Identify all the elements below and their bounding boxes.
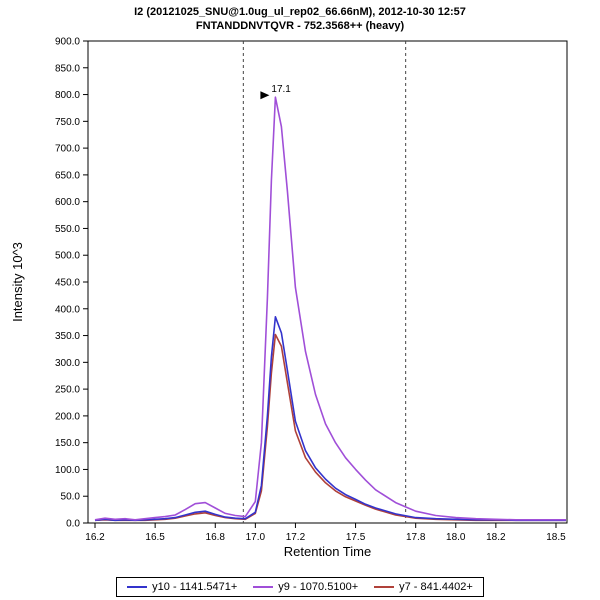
y-tick-label: 800.0 (55, 90, 80, 101)
legend-row: y10 - 1141.5471+ y9 - 1070.5100+ y7 - 841.… (0, 577, 600, 597)
legend-line-swatch (127, 586, 148, 588)
series-trace-y7 (94, 333, 566, 522)
legend-item[interactable]: y9 - 1070.5100+ (253, 581, 358, 593)
x-tick-label: 17.2 (286, 532, 306, 543)
series-trace-y9 (94, 96, 566, 521)
y-tick-label: 350.0 (55, 331, 80, 342)
y-tick-label: 700.0 (55, 144, 80, 155)
y-tick-label: 550.0 (55, 224, 80, 235)
x-tick-label: 17.0 (246, 532, 266, 543)
y-tick-label: 0.0 (66, 519, 80, 530)
legend-label: y9 - 1070.5100+ (278, 581, 359, 593)
plot-border (87, 40, 568, 524)
legend: y10 - 1141.5471+ y9 - 1070.5100+ y7 - 841.… (116, 577, 484, 597)
y-tick-label: 300.0 (55, 358, 80, 369)
legend-item[interactable]: y7 - 841.4402+ (374, 581, 473, 593)
x-tick-label: 18.0 (446, 532, 466, 543)
x-tick-label: 16.2 (85, 532, 105, 543)
peak-rt-label: 17.1 (271, 84, 291, 95)
y-tick-label: 600.0 (55, 197, 80, 208)
y-tick-label: 250.0 (55, 385, 80, 396)
y-tick-label: 100.0 (55, 465, 80, 476)
y-tick-label: 650.0 (55, 170, 80, 181)
x-tick-label: 17.5 (346, 532, 366, 543)
y-tick-label: 150.0 (55, 438, 80, 449)
legend-label: y7 - 841.4402+ (399, 581, 473, 593)
y-tick-label: 900.0 (55, 37, 80, 48)
y-tick-label: 450.0 (55, 278, 80, 289)
y-tick-label: 50.0 (61, 492, 81, 503)
legend-label: y10 - 1141.5471+ (152, 581, 238, 593)
legend-item[interactable]: y10 - 1141.5471+ (127, 581, 237, 593)
chromatogram-plot[interactable]: 0.0 50.0 100.0 150.0 200.0 250.0 300.0 350.0 400… (0, 33, 600, 571)
chart-header: I2 (20121025_SNU@1.0ug_ul_rep02_66.66nM)… (0, 5, 600, 33)
x-tick-label: 18.5 (546, 532, 566, 543)
series-trace-y10 (94, 315, 566, 522)
x-axis-title: Retention Time (284, 544, 371, 559)
legend-line-swatch (374, 586, 395, 588)
y-tick-label: 200.0 (55, 411, 80, 422)
peak-arrow-icon (260, 91, 270, 100)
legend-line-swatch (253, 586, 274, 588)
y-tick-label: 500.0 (55, 251, 80, 262)
chart-subtitle: FNTANDDNVTQVR - 752.3568++ (heavy) (195, 20, 405, 32)
x-tick-label: 17.8 (406, 532, 426, 543)
x-tick-label: 16.8 (206, 532, 226, 543)
x-tick-label: 16.5 (145, 532, 165, 543)
y-tick-label: 400.0 (55, 304, 80, 315)
y-tick-label: 850.0 (55, 63, 80, 74)
chart-title: I2 (20121025_SNU@1.0ug_ul_rep02_66.66nM)… (134, 6, 466, 18)
y-tick-label: 750.0 (55, 117, 80, 128)
x-tick-label: 18.2 (486, 532, 506, 543)
y-axis-title: Intensity 10^3 (10, 242, 25, 322)
